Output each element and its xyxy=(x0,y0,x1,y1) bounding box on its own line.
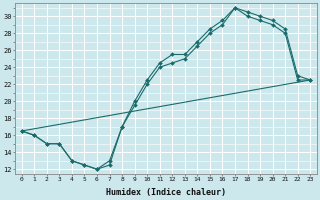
X-axis label: Humidex (Indice chaleur): Humidex (Indice chaleur) xyxy=(106,188,226,197)
